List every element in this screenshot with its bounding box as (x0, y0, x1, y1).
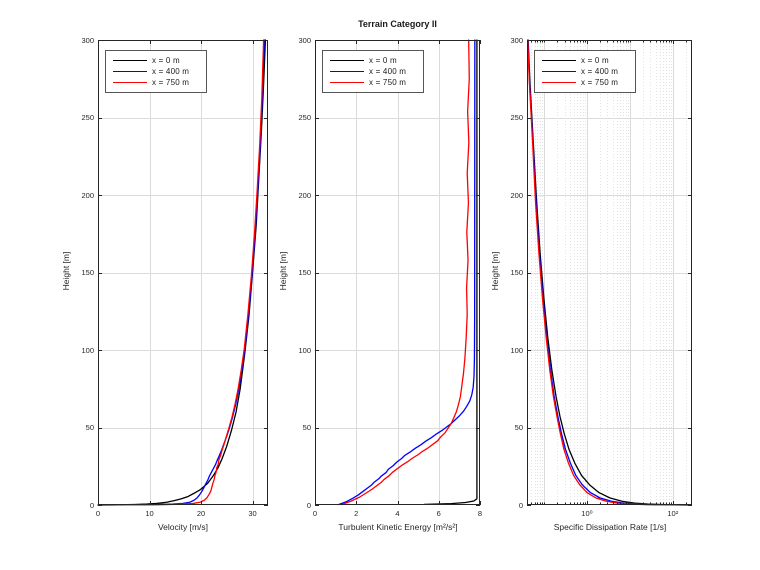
y-tick-label: 300 (298, 35, 311, 45)
y-tick-label: 0 (518, 500, 523, 510)
series-line-2 (97, 39, 265, 506)
velocity-plot-legend: x = 0 m x = 400 m x = 750 m (105, 50, 207, 93)
legend-line-sample (330, 71, 364, 72)
y-tick-label: 200 (510, 190, 523, 200)
dissipation-rate-plot: x = 0 m x = 400 m x = 750 m Specific Dissi… (490, 36, 692, 532)
legend-item: x = 750 m (323, 77, 423, 88)
y-tick-label: 100 (510, 345, 523, 355)
legend-item: x = 400 m (535, 66, 635, 77)
legend-item-label: x = 0 m (152, 56, 180, 65)
y-tick-label: 200 (81, 190, 94, 200)
dissipation-plot-canvas (527, 39, 692, 506)
legend-item-label: x = 750 m (152, 78, 190, 87)
legend-item-label: x = 400 m (369, 67, 407, 76)
legend-item-label: x = 750 m (369, 78, 407, 87)
tke-plot-canvas (315, 39, 481, 506)
legend-line-sample (113, 60, 147, 61)
velocity-plot-canvas (97, 39, 268, 506)
legend-item: x = 400 m (323, 66, 423, 77)
x-tick-label: 10⁰ (581, 509, 593, 518)
y-tick-label: 50 (302, 423, 311, 432)
y-tick-label: 0 (306, 500, 311, 510)
legend-line-sample (113, 71, 147, 72)
x-tick-label: 30 (248, 509, 257, 518)
velocity-profile-plot: x = 0 m x = 400 m x = 750 m Velocity [m/s]… (61, 36, 268, 532)
tke-profile-plot: x = 0 m x = 400 m x = 750 m Turbulent Kine… (278, 36, 482, 533)
legend-item: x = 750 m (106, 77, 206, 88)
y-tick-label: 250 (298, 113, 311, 122)
y-tick-label: 250 (81, 113, 94, 122)
plot-title: Terrain Category II (358, 19, 437, 29)
x-tick-label: 6 (436, 509, 441, 518)
y-tick-label: 50 (514, 423, 523, 432)
dissipation-plot-legend: x = 0 m x = 400 m x = 750 m (534, 50, 636, 93)
y-tick-label: 50 (85, 423, 94, 432)
legend-item: x = 750 m (535, 77, 635, 88)
y-tick-label: 300 (510, 35, 523, 45)
legend-line-sample (542, 82, 576, 83)
x-tick-label: 8 (477, 509, 483, 518)
series-line-0 (527, 39, 692, 506)
legend-item-label: x = 400 m (152, 67, 190, 76)
y-tick-label: 0 (89, 500, 94, 510)
y-tick-label: 300 (81, 35, 94, 45)
series-line-0 (97, 39, 267, 506)
legend-line-sample (542, 71, 576, 72)
series-line-2 (341, 39, 470, 506)
series-line-1 (338, 39, 476, 506)
tke-plot-legend: x = 0 m x = 400 m x = 750 m (322, 50, 424, 93)
legend-line-sample (113, 82, 147, 83)
x-tick-label: 0 (312, 509, 318, 518)
x-tick-label: 2 (354, 509, 359, 518)
dissipation-x-axis-label: Specific Dissipation Rate [1/s] (553, 522, 667, 532)
x-tick-label: 10² (667, 509, 679, 518)
y-tick-label: 150 (81, 268, 94, 277)
axes-box (315, 40, 480, 505)
axes-box (98, 40, 268, 505)
x-tick-label: 20 (196, 509, 206, 518)
velocity-x-axis-label: Velocity [m/s] (157, 522, 209, 532)
legend-item-label: x = 400 m (581, 67, 619, 76)
axes-box (527, 40, 692, 505)
y-tick-label: 150 (510, 268, 523, 277)
legend-item-label: x = 0 m (581, 56, 609, 65)
y-tick-label: 250 (510, 113, 523, 122)
y-tick-label: 200 (298, 190, 311, 200)
legend-item: x = 0 m (106, 55, 206, 66)
y-tick-label: 100 (81, 345, 94, 355)
series-line-0 (423, 39, 478, 506)
tke-x-axis-label: Turbulent Kinetic Energy [m²/s²] (338, 522, 458, 532)
legend-item-label: x = 750 m (581, 78, 619, 87)
legend-item: x = 0 m (535, 55, 635, 66)
x-tick-label: 10 (145, 509, 154, 518)
series-line-1 (97, 39, 266, 506)
series-line-2 (527, 39, 692, 506)
x-tick-label: 4 (395, 509, 400, 518)
y-tick-label: 100 (298, 345, 311, 355)
legend-line-sample (330, 60, 364, 61)
legend-item: x = 0 m (323, 55, 423, 66)
legend-line-sample (542, 60, 576, 61)
x-tick-label: 0 (95, 509, 101, 518)
y-tick-label: 150 (298, 268, 311, 277)
legend-line-sample (330, 82, 364, 83)
legend-item: x = 400 m (106, 66, 206, 77)
legend-item-label: x = 0 m (369, 56, 397, 65)
